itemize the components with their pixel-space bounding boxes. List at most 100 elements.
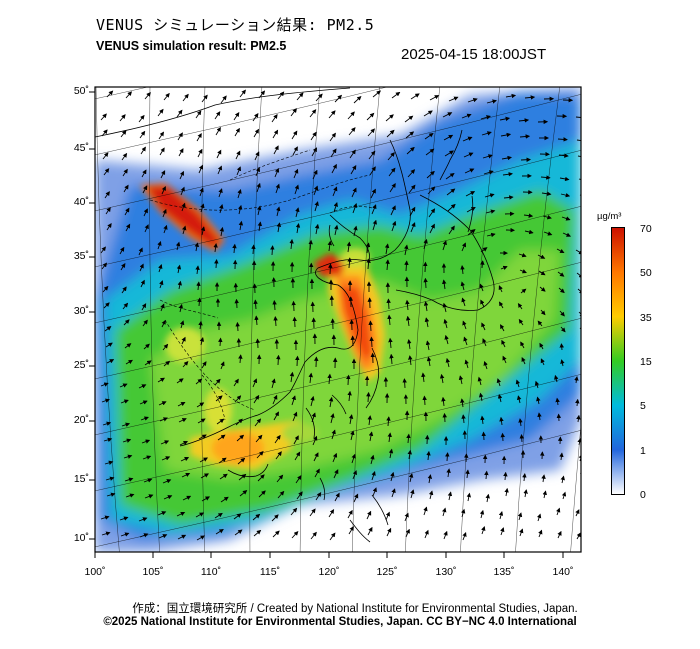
wind-arrow	[519, 528, 524, 537]
wind-arrow	[176, 378, 184, 384]
wind-arrow	[234, 127, 240, 137]
wind-arrow	[198, 434, 207, 440]
wind-arrow	[502, 355, 507, 364]
wind-arrow	[442, 302, 447, 313]
wind-arrow	[121, 152, 128, 161]
wind-arrow	[368, 431, 374, 442]
wind-arrow	[216, 149, 222, 159]
wind-arrow	[410, 489, 415, 499]
wind-arrow	[370, 188, 376, 199]
wind-arrow	[406, 146, 415, 155]
wind-arrow	[334, 94, 343, 103]
wind-arrow	[445, 357, 451, 368]
wind-arrow	[387, 152, 395, 161]
wind-arrow	[346, 241, 352, 253]
wind-arrow	[180, 457, 190, 462]
wind-arrow	[523, 489, 528, 498]
wind-arrow	[427, 474, 433, 484]
wind-arrow	[123, 184, 129, 193]
longitude-label-110: 110˚	[200, 566, 222, 578]
wind-arrow	[144, 494, 154, 499]
wind-arrow	[158, 264, 163, 273]
wind-arrow	[218, 188, 223, 198]
wind-arrow	[480, 247, 488, 253]
wind-arrow	[182, 225, 187, 235]
wind-arrow	[482, 338, 487, 347]
wind-arrow	[353, 225, 358, 237]
wind-arrow	[102, 152, 109, 160]
wind-arrow	[366, 258, 371, 270]
pm25-concentration-field	[95, 87, 581, 552]
wind-arrow	[196, 281, 201, 291]
wind-arrow	[290, 507, 298, 516]
wind-arrow	[293, 435, 299, 445]
wind-arrow	[403, 244, 409, 256]
wind-arrow	[144, 360, 152, 366]
wind-arrow	[310, 395, 315, 407]
wind-arrow	[481, 526, 486, 535]
wind-arrow	[105, 207, 111, 215]
wind-arrow	[576, 139, 581, 142]
wind-arrow	[334, 492, 340, 502]
wind-arrow	[365, 242, 371, 254]
wind-arrow	[426, 356, 432, 367]
wind-arrow	[555, 397, 560, 406]
colorbar-tick-35: 35	[640, 312, 652, 324]
wind-arrow	[560, 192, 571, 198]
wind-arrow	[239, 89, 246, 98]
wind-arrow	[234, 298, 239, 309]
wind-arrow	[486, 99, 497, 104]
wind-arrow	[503, 471, 508, 481]
wind-arrow	[218, 457, 227, 464]
wind-arrow	[199, 457, 208, 463]
wind-arrow	[159, 147, 165, 156]
wind-arrow	[445, 452, 450, 462]
wind-arrow	[105, 342, 113, 348]
wind-arrow	[520, 288, 527, 294]
wind-arrow	[163, 360, 171, 367]
wind-arrow	[254, 315, 259, 326]
wind-arrow	[214, 512, 223, 519]
wind-arrow	[485, 209, 496, 214]
wind-arrow	[577, 155, 581, 158]
wind-arrow	[350, 165, 357, 175]
wind-arrow	[328, 110, 336, 119]
wind-arrow	[353, 493, 359, 503]
wind-arrow	[421, 372, 426, 383]
wind-arrow	[139, 130, 146, 139]
wind-arrow	[422, 395, 427, 406]
wind-arrow	[386, 527, 392, 537]
wind-arrow	[140, 279, 145, 288]
wind-arrow	[518, 418, 523, 427]
latitude-label-30: 30˚	[73, 305, 89, 317]
wind-arrow	[214, 259, 219, 269]
wind-arrow	[237, 457, 246, 465]
wind-arrow	[425, 148, 435, 156]
wind-arrow	[104, 191, 110, 199]
wind-arrow	[101, 262, 108, 270]
wind-arrow	[497, 393, 503, 403]
wind-arrow	[257, 221, 263, 232]
wind-arrow	[309, 508, 316, 517]
wind-arrow	[558, 153, 569, 158]
wind-arrow	[499, 416, 504, 426]
wind-arrow	[291, 130, 298, 140]
credit-line: 作成：国立環境研究所 / Created by National Institu…	[132, 603, 578, 615]
wind-arrow	[140, 146, 146, 155]
wind-arrow	[144, 92, 151, 100]
wind-arrow	[100, 246, 106, 254]
wind-arrow	[537, 254, 546, 259]
wind-arrow	[541, 474, 546, 483]
wind-arrow	[158, 534, 168, 539]
wind-arrow	[252, 112, 259, 122]
wind-arrow	[160, 170, 166, 179]
wind-arrow	[352, 203, 358, 214]
wind-arrow	[554, 374, 559, 383]
wind-arrow	[575, 249, 581, 255]
wind-arrow	[347, 390, 352, 402]
wind-arrow	[122, 302, 129, 310]
wind-arrow	[408, 184, 416, 194]
latitude-label-25: 25˚	[73, 359, 89, 371]
wind-arrow	[314, 201, 319, 212]
wind-arrow	[157, 240, 162, 250]
